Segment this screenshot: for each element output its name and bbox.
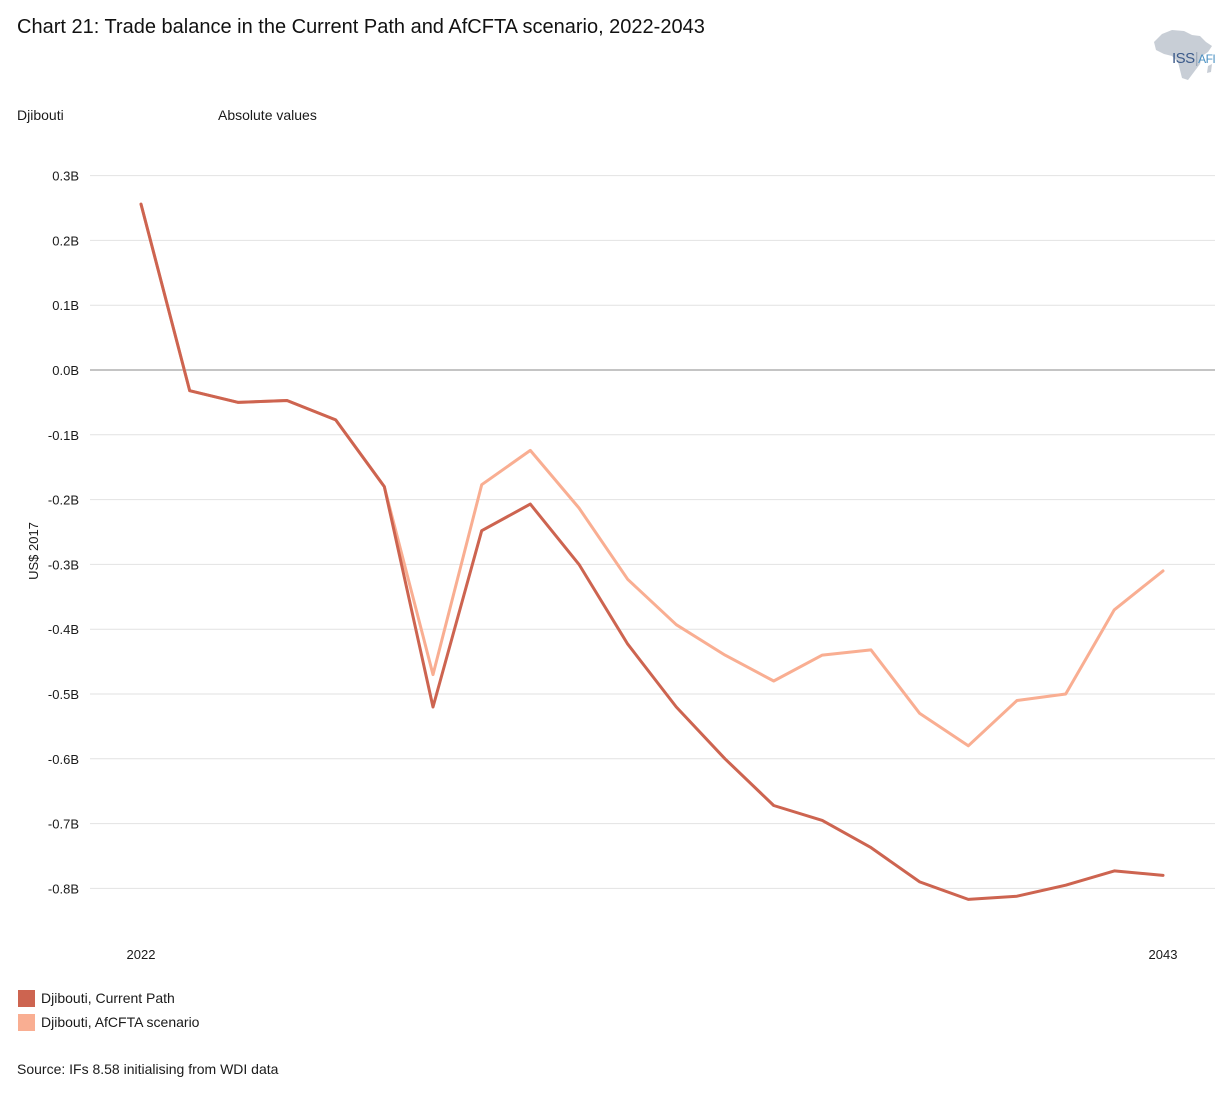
value-mode-label: Absolute values <box>218 107 317 123</box>
y-tick-label: -0.2B <box>48 493 79 508</box>
y-tick-label: 0.0B <box>52 363 79 378</box>
series-lines <box>139 202 1165 901</box>
y-tick-label: -0.6B <box>48 752 79 767</box>
y-tick-label: -0.4B <box>48 622 79 637</box>
grid-lines <box>90 175 1215 889</box>
logo-separator: | <box>1194 50 1199 67</box>
chart-title: Chart 21: Trade balance in the Current P… <box>17 16 705 38</box>
logo-text: ISS|AFI <box>1172 50 1216 67</box>
legend-label-afcfta: Djibouti, AfCFTA scenario <box>41 1014 200 1030</box>
y-tick-label: 0.3B <box>52 169 79 184</box>
y-tick-label: 0.1B <box>52 298 79 313</box>
legend-item-current-path[interactable]: Djibouti, Current Path <box>18 986 199 1010</box>
x-tick-label: 2022 <box>127 947 156 962</box>
y-tick-label: -0.1B <box>48 428 79 443</box>
logo-sub: AFI <box>1198 52 1216 66</box>
x-tick-label: 2043 <box>1149 947 1178 962</box>
y-tick-label: -0.3B <box>48 557 79 572</box>
y-tick-label: -0.5B <box>48 687 79 702</box>
y-tick-label: -0.8B <box>48 881 79 896</box>
legend-swatch-afcfta <box>18 1013 35 1031</box>
x-axis-ticks: 2022 2043 <box>127 947 1178 962</box>
legend-swatch-current-path <box>18 989 35 1007</box>
legend-item-afcfta[interactable]: Djibouti, AfCFTA scenario <box>18 1010 199 1034</box>
y-tick-label: -0.7B <box>48 817 79 832</box>
legend: Djibouti, Current Path Djibouti, AfCFTA … <box>18 986 199 1034</box>
y-axis-label: US$ 2017 <box>26 522 41 580</box>
source-note: Source: IFs 8.58 initialising from WDI d… <box>17 1061 279 1077</box>
y-tick-label: 0.2B <box>52 233 79 248</box>
logo-main: ISS <box>1172 50 1195 67</box>
africa-map-icon <box>1154 30 1212 80</box>
legend-label-current-path: Djibouti, Current Path <box>41 990 175 1006</box>
series-line-afcfta[interactable] <box>139 202 1165 748</box>
series-line-current-path[interactable] <box>139 202 1165 901</box>
y-axis-ticks: 0.3B 0.2B 0.1B 0.0B -0.1B -0.2B -0.3B -0.4B -0.5… <box>48 169 79 897</box>
line-chart: 0.3B 0.2B 0.1B 0.0B -0.1B -0.2B -0.3B -0.4B -0.5… <box>26 169 1215 962</box>
country-label: Djibouti <box>17 107 64 123</box>
